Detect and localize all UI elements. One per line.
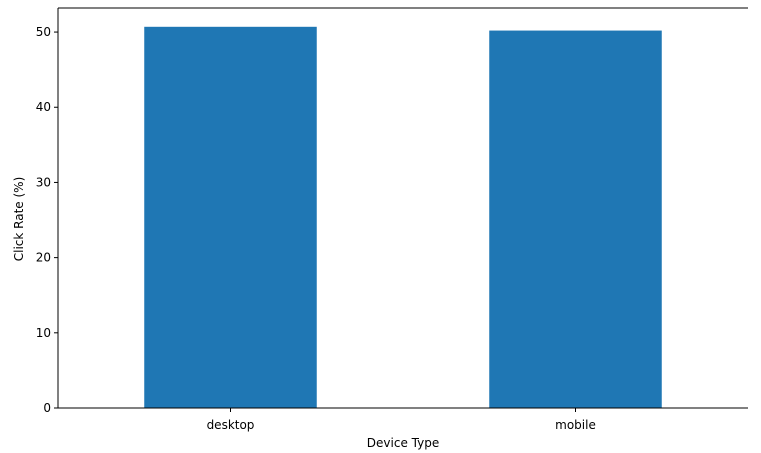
y-tick-label: 50 [36, 25, 51, 39]
plot-frame [57, 7, 748, 409]
y-tick-label: 30 [36, 175, 51, 189]
y-tick-label: 20 [36, 251, 51, 265]
y-tick-label: 0 [43, 401, 51, 415]
bar-mobile [489, 30, 662, 409]
y-tick-label: 10 [36, 326, 51, 340]
y-tick-label: 40 [36, 100, 51, 114]
y-axis-ticks: 0 10 20 30 40 50 [36, 25, 58, 415]
x-axis-label: Device Type [367, 436, 439, 450]
y-axis-label: Click Rate (%) [12, 177, 26, 262]
bars-layer [144, 26, 662, 409]
bar-desktop [144, 26, 317, 409]
x-axis-ticks: desktop mobile [207, 408, 596, 432]
x-tick-label: desktop [207, 418, 255, 432]
x-tick-label: mobile [555, 418, 596, 432]
